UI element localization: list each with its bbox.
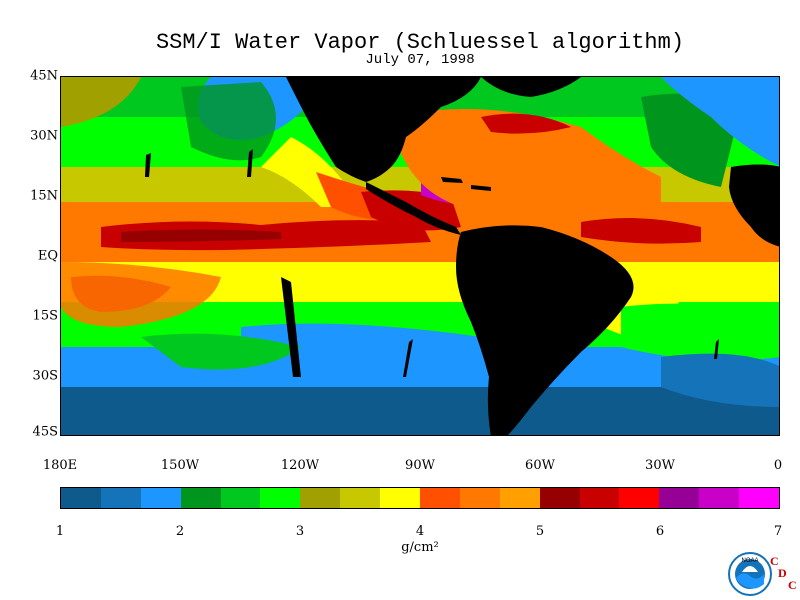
lon-label-60w: 60W [525, 458, 555, 473]
lat-label-45n: 45N [30, 68, 58, 84]
north-atlantic-blue [661, 77, 779, 166]
colorbar-swatch-1 [100, 488, 141, 508]
lat-label-eq: EQ [37, 248, 58, 264]
atlantic-itcz-red [581, 218, 701, 244]
cdc-letter-3: C [788, 578, 797, 592]
north-america-land [286, 77, 481, 182]
lat-label-30n: 30N [30, 128, 58, 144]
colorbar-swatch-6 [300, 488, 341, 508]
south-pacific-orange [61, 262, 221, 327]
cdc-letter-1: C [770, 554, 779, 568]
cdc-logo: C D C [770, 554, 800, 594]
colorbar-swatch-13 [579, 488, 620, 508]
lat-label-15s: 15S [32, 308, 58, 324]
colorbar-swatch-11 [499, 488, 540, 508]
colorbar-swatch-15 [659, 488, 700, 508]
colorbar-swatch-17 [739, 488, 780, 508]
swath-gap-4 [145, 153, 151, 177]
colorbar-swatch-12 [539, 488, 580, 508]
colorbar-tick-5: 5 [535, 524, 545, 539]
north-atlantic-orange [391, 109, 661, 214]
colorbar-swatch-4 [220, 488, 261, 508]
colorbar-swatch-7 [340, 488, 381, 508]
colorbar-units: g/cm² [401, 540, 439, 555]
pacific-yellow-west [61, 77, 141, 127]
swath-gap-5 [714, 339, 719, 359]
colorbar-swatch-14 [619, 488, 660, 508]
colorbar-swatch-9 [420, 488, 460, 508]
south-pacific-blue [241, 323, 501, 379]
swath-gap-2 [403, 339, 413, 377]
colorbar-swatch-10 [459, 488, 500, 508]
water-vapor-map [60, 76, 780, 436]
colorbar-swatch-16 [699, 488, 740, 508]
lon-label-0: 0 [773, 458, 783, 473]
lon-label-180e: 180E [42, 458, 78, 473]
colorbar-swatch-8 [380, 488, 421, 508]
south-pacific-green [141, 333, 301, 370]
south-atlantic-blue [661, 353, 779, 407]
lat-label-45s: 45S [32, 424, 58, 440]
colorbar-swatch-0 [61, 488, 101, 508]
lon-label-90w: 90W [405, 458, 435, 473]
noaa-logo-text: NOAA [741, 558, 758, 564]
colorbar-tick-6: 6 [655, 524, 665, 539]
south-atlantic-green [621, 303, 779, 361]
colorbar-tick-3: 3 [295, 524, 305, 539]
lat-label-30s: 30S [32, 368, 58, 384]
lon-label-120w: 120W [280, 458, 320, 473]
africa-land [729, 164, 779, 247]
greenland-land [481, 77, 581, 97]
map-date: July 07, 1998 [365, 52, 475, 68]
lon-label-30w: 30W [645, 458, 675, 473]
band-south-dark [61, 387, 779, 435]
colorbar [60, 487, 780, 509]
map-title: SSM/I Water Vapor (Schluessel algorithm) [155, 30, 685, 55]
lat-label-15n: 15N [30, 188, 58, 204]
caribbean-islands [441, 177, 491, 191]
lon-label-150w: 150W [160, 458, 200, 473]
central-america-land [366, 182, 461, 235]
swath-gap-3 [247, 149, 253, 177]
cdc-letter-2: D [778, 566, 787, 580]
north-atlantic-red [481, 113, 571, 134]
colorbar-swatch-5 [260, 488, 301, 508]
noaa-logo-icon: NOAA [728, 552, 772, 596]
north-pacific-darkgreen [181, 82, 276, 161]
colorbar-swatch-2 [140, 488, 181, 508]
colorbar-tick-7: 7 [773, 524, 783, 539]
colorbar-tick-4: 4 [415, 524, 425, 539]
itcz-dark [121, 229, 281, 242]
colorbar-tick-2: 2 [175, 524, 185, 539]
colorbar-tick-1: 1 [55, 524, 65, 539]
south-america-land [456, 225, 634, 435]
swath-gap-1 [281, 277, 301, 377]
colorbar-swatch-3 [180, 488, 221, 508]
